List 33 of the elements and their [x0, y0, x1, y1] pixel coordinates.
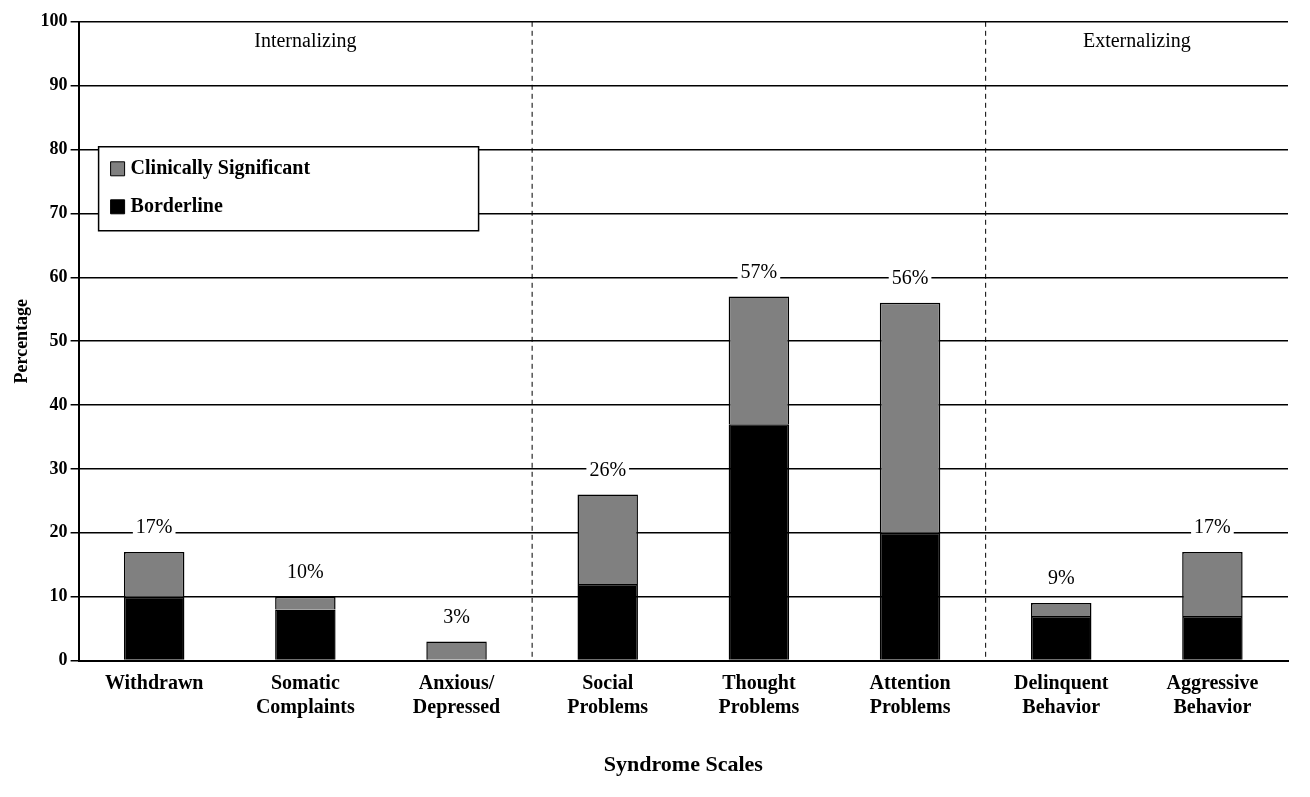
- total-label: 9%: [1047, 566, 1075, 589]
- annotation: Internalizing: [254, 29, 357, 53]
- x-tick-label: Attention Problems: [869, 670, 951, 717]
- total-label: 17%: [135, 515, 173, 538]
- y-tick-label: 30: [49, 457, 68, 478]
- legend-label: Borderline: [130, 193, 223, 216]
- y-tick-label: 90: [49, 74, 68, 95]
- y-tick-label: 10: [49, 585, 68, 606]
- x-tick-label: Delinquent Behavior: [1014, 670, 1109, 717]
- x-tick-label: Thought Problems: [718, 670, 800, 717]
- annotation: Externalizing: [1082, 29, 1191, 53]
- x-tick-label: Withdrawn: [104, 670, 204, 693]
- x-tick-label: Social Problems: [567, 670, 649, 717]
- x-axis-title: Syndrome Scales: [603, 751, 764, 777]
- y-tick-label: 0: [58, 649, 68, 670]
- x-tick-label: Aggressive Behavior: [1166, 670, 1259, 717]
- x-tick-label: Anxious/ Depressed: [412, 670, 501, 718]
- legend-label: Clinically Significant: [130, 155, 311, 179]
- total-label: 57%: [740, 259, 778, 282]
- total-label: 3%: [443, 604, 470, 627]
- y-tick-label: 20: [49, 521, 68, 542]
- y-tick-label: 40: [49, 393, 68, 414]
- y-tick-label: 50: [49, 329, 68, 350]
- y-axis-title: Percentage: [11, 298, 32, 384]
- total-label: 10%: [287, 559, 324, 582]
- x-tick-label: Somatic Complaints: [255, 670, 356, 718]
- y-tick-label: 80: [49, 138, 68, 159]
- total-label: 26%: [589, 457, 627, 480]
- y-tick-label: 70: [49, 202, 68, 223]
- total-label: 56%: [891, 266, 929, 289]
- y-tick-label: 60: [49, 265, 68, 286]
- total-label: 17%: [1194, 515, 1231, 538]
- y-tick-label: 100: [40, 10, 68, 31]
